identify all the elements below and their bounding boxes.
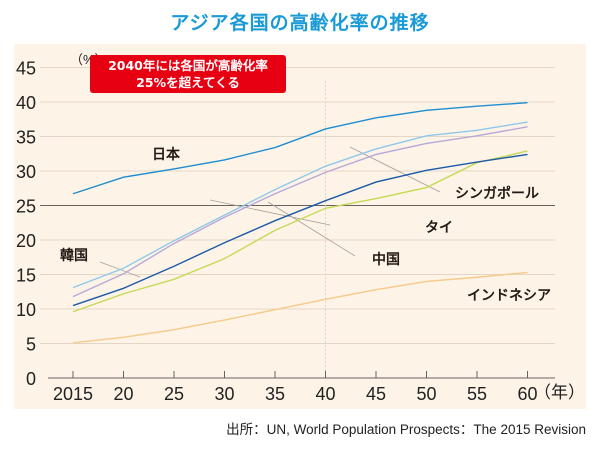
series-line-日本 — [72, 101, 528, 195]
y-tick-label: 10 — [16, 300, 36, 320]
series-label: 日本 — [152, 146, 181, 163]
leader-lines — [99, 146, 441, 278]
chart-title: アジア各国の高齢化率の推移 — [170, 12, 430, 34]
y-tick-label: 5 — [26, 335, 36, 355]
x-tick-label: 40 — [315, 384, 335, 404]
series-line-中国 — [72, 153, 528, 307]
y-tick-label: 35 — [16, 128, 36, 148]
x-tick-label: 55 — [467, 384, 487, 404]
y-tick-label: 0 — [26, 369, 36, 389]
leader-line — [349, 146, 441, 193]
series-label: シンガポール — [455, 185, 539, 202]
x-axis-unit-label: （年） — [534, 383, 585, 402]
series-line-インドネシア — [72, 271, 528, 344]
x-tick-label: 60 — [517, 384, 537, 404]
series-line-シンガポール — [72, 121, 528, 289]
x-axis-ticks: 2015 20 25 30 35 40 45 50 55 60 — [53, 371, 538, 404]
source-note: 出所：UN, World Population Prospects：The 20… — [226, 422, 586, 437]
series-label: 中国 — [372, 251, 400, 268]
callout-line2: 25%を超えてくる — [136, 75, 240, 90]
callout-box: 2040年には各国が高齢化率 25%を超えてくる — [90, 55, 286, 93]
y-tick-label: 45 — [16, 59, 36, 79]
series-line-韓国 — [72, 126, 528, 298]
x-tick-label: 20 — [113, 384, 133, 404]
x-tick-label: 2015 — [53, 384, 93, 404]
gridlines — [40, 67, 555, 379]
leader-line — [209, 199, 331, 226]
leader-line — [267, 201, 356, 257]
y-tick-label: 40 — [16, 93, 36, 113]
x-tick-label: 45 — [366, 384, 386, 404]
x-tick-label: 30 — [214, 384, 234, 404]
series-label: タイ — [425, 220, 453, 236]
y-axis-ticks: 0 5 10 15 20 25 30 35 40 45 — [16, 59, 36, 390]
y-tick-label: 20 — [16, 231, 36, 251]
y-tick-label: 30 — [16, 162, 36, 182]
x-tick-label: 35 — [265, 384, 285, 404]
callout-line1: 2040年には各国が高齢化率 — [108, 58, 268, 73]
series-lines — [72, 101, 528, 344]
series-line-タイ — [72, 150, 528, 313]
series-label: インドネシア — [467, 288, 551, 304]
y-tick-label: 15 — [16, 266, 36, 286]
x-tick-label: 25 — [164, 384, 184, 404]
y-tick-label: 25 — [16, 197, 36, 217]
x-tick-label: 50 — [416, 384, 436, 404]
series-label: 韓国 — [60, 247, 88, 264]
